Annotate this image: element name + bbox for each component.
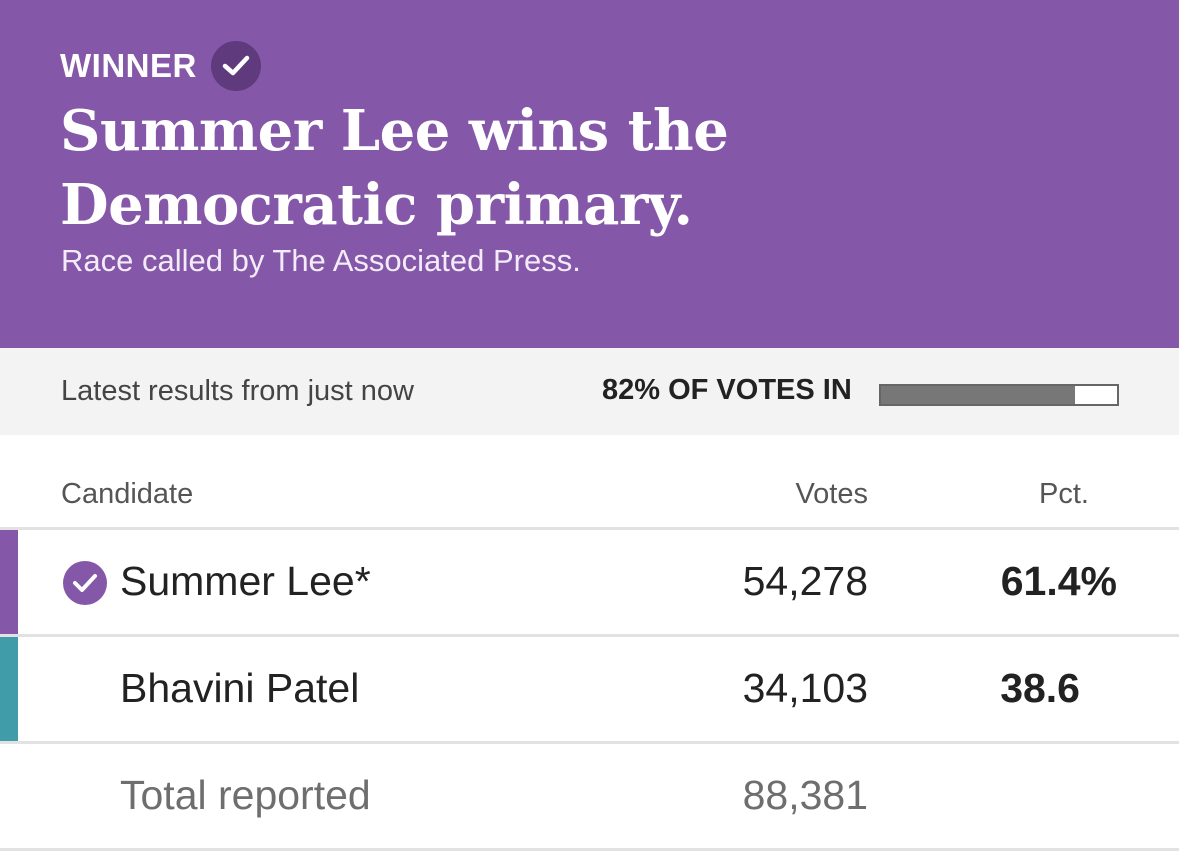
pct-column-header: Pct. [1039, 478, 1089, 511]
table-row: Bhavini Patel 34,103 38.6 [0, 637, 1179, 741]
candidate-pct: 61.4% [1001, 558, 1117, 605]
candidate-votes: 34,103 [743, 665, 868, 712]
winner-row: WINNER [60, 40, 261, 92]
table-divider [0, 848, 1179, 851]
votes-column-header: Votes [795, 478, 868, 511]
votes-in-progress-fill [881, 386, 1075, 404]
check-circle-icon [211, 41, 261, 91]
candidate-pct: 38.6 [1000, 665, 1080, 712]
candidate-name: Summer Lee* [120, 558, 371, 605]
total-reported-label: Total reported [120, 772, 371, 819]
race-called-note: Race called by The Associated Press. [61, 243, 581, 279]
candidate-color-stripe [0, 637, 18, 741]
table-divider [0, 741, 1179, 744]
candidate-column-header: Candidate [61, 478, 193, 511]
total-reported-votes: 88,381 [743, 772, 868, 819]
headline: Summer Lee wins the Democratic primary. [60, 94, 1060, 242]
winner-label: WINNER [60, 47, 197, 85]
latest-results-label: Latest results from just now [61, 375, 414, 408]
results-status-bar: Latest results from just now 82% OF VOTE… [0, 348, 1179, 435]
votes-in-progress-bar [879, 384, 1119, 406]
table-row: Summer Lee* 54,278 61.4% [0, 530, 1179, 634]
votes-in-label: 82% OF VOTES IN [602, 374, 852, 407]
winner-banner: WINNER Summer Lee wins the Democratic pr… [0, 0, 1179, 348]
candidate-name: Bhavini Patel [120, 665, 359, 712]
winner-check-icon [63, 561, 107, 605]
candidate-color-stripe [0, 530, 18, 634]
candidate-votes: 54,278 [743, 558, 868, 605]
